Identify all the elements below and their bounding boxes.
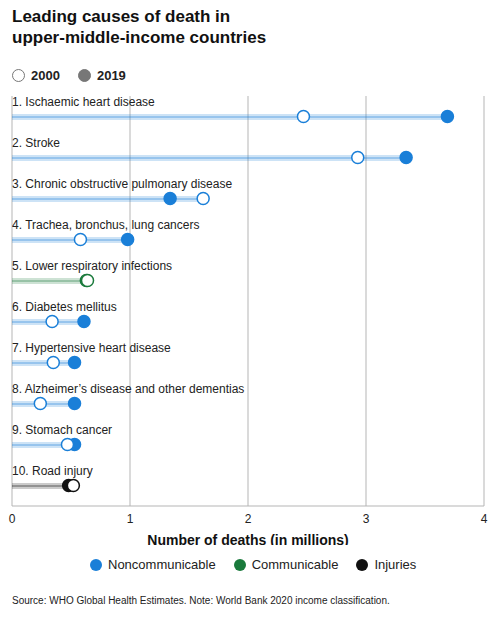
svg-text:4. Trachea, bronchus, lung can: 4. Trachea, bronchus, lung cancers [12, 218, 199, 232]
html-text:2019: 2019 [96, 68, 126, 83]
svg-text:9. Stomach cancer: 9. Stomach cancer [12, 423, 112, 437]
svg-text:1: 1 [127, 512, 134, 526]
svg-text:4: 4 [481, 512, 488, 526]
svg-text:5. Lower respiratory infection: 5. Lower respiratory infections [12, 259, 172, 273]
svg-text:0: 0 [9, 512, 16, 526]
svg-text:2. Stroke: 2. Stroke [12, 136, 60, 150]
html-text:Noncommunicable: Noncommunicable [108, 557, 216, 572]
html-text:2000: 2000 [31, 68, 60, 83]
svg-text:10. Road injury: 10. Road injury [12, 464, 93, 478]
svg-text:6. Diabetes mellitus: 6. Diabetes mellitus [12, 300, 117, 314]
svg-text:3: 3 [363, 512, 370, 526]
html-text:Injuries: Injuries [374, 557, 417, 572]
html-text:Communicable: Communicable [251, 557, 339, 572]
svg-text:1. Ischaemic heart disease: 1. Ischaemic heart disease [12, 95, 155, 109]
svg-text:3. Chronic obstructive pulmona: 3. Chronic obstructive pulmonary disease [12, 177, 232, 191]
svg-text:2: 2 [245, 512, 252, 526]
html-text:Source: WHO Global Health Esti: Source: WHO Global Health Estimates. Not… [12, 595, 390, 606]
html-text:Leading causes of death in upp: Leading causes of death in upper-middle-… [12, 7, 267, 47]
svg-text:7. Hypertensive heart disease: 7. Hypertensive heart disease [12, 341, 171, 355]
svg-text:Number of deaths (in millions): Number of deaths (in millions) [147, 532, 348, 545]
svg-text:8. Alzheimer’s disease and oth: 8. Alzheimer’s disease and other dementi… [12, 382, 244, 396]
